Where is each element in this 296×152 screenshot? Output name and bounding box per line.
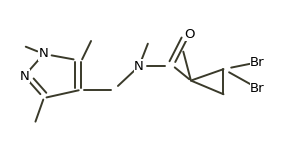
Text: Br: Br bbox=[250, 82, 265, 95]
Text: N: N bbox=[39, 47, 49, 60]
Text: N: N bbox=[20, 69, 29, 83]
Text: Br: Br bbox=[250, 56, 265, 69]
Text: O: O bbox=[184, 28, 195, 41]
Text: N: N bbox=[134, 60, 144, 73]
